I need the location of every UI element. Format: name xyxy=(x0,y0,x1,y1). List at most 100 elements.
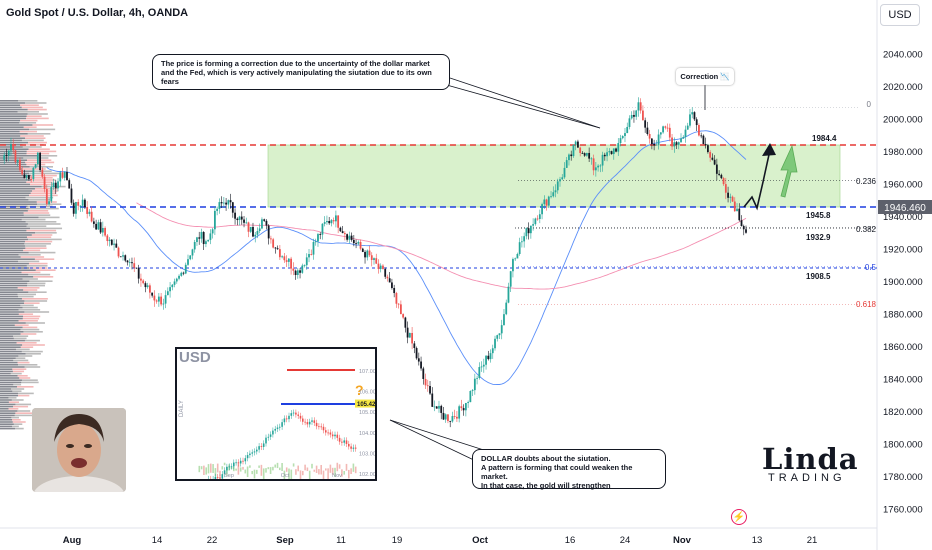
profile-bar-b xyxy=(28,291,47,293)
profile-bar-b xyxy=(21,350,43,353)
candle-body xyxy=(379,265,382,269)
candle-body xyxy=(698,125,700,136)
profile-bar-a xyxy=(0,194,30,197)
profile-bar-a xyxy=(0,159,28,161)
profile-bar-a xyxy=(0,331,24,333)
candle-body xyxy=(635,110,638,117)
inset-tick: 104.00 xyxy=(359,431,375,437)
profile-bar-b xyxy=(13,359,29,362)
inset-volume-bar xyxy=(285,467,288,472)
lightning-icon[interactable]: ⚡ xyxy=(731,509,747,525)
currency-button[interactable]: USD xyxy=(880,4,920,26)
candle-body xyxy=(104,227,106,236)
candle-body xyxy=(386,276,389,279)
profile-bar-a xyxy=(0,203,38,205)
profile-bar-a xyxy=(0,236,27,238)
inset-volume-bar xyxy=(299,470,302,479)
candle-body xyxy=(276,248,279,250)
price-tick: 1880.000 xyxy=(883,310,923,321)
candle-body xyxy=(453,416,456,417)
candle-body xyxy=(267,225,270,239)
candle-body xyxy=(722,178,725,185)
profile-bar-a xyxy=(0,262,29,265)
candle-body xyxy=(10,144,12,151)
candle-body xyxy=(25,175,28,179)
candle-body xyxy=(247,222,250,232)
candle-body xyxy=(460,406,463,409)
profile-bar-a xyxy=(0,375,18,377)
candle-body xyxy=(397,303,400,305)
profile-bar-b xyxy=(23,157,49,159)
inset-volume-bar xyxy=(292,463,295,467)
time-axis[interactable]: Aug 14 22 Sep 11 19 Oct 16 24 Nov 13 21 xyxy=(63,535,818,546)
inset-body xyxy=(313,420,316,423)
profile-bar-b xyxy=(30,192,56,194)
profile-bar-a xyxy=(0,240,25,243)
inset-volume-bar xyxy=(290,469,293,479)
candle-body xyxy=(57,181,59,189)
profile-bar-b xyxy=(25,196,54,199)
inset-body xyxy=(237,462,240,464)
profile-bar-b xyxy=(24,300,48,302)
profile-bar-b xyxy=(11,399,24,401)
candle-body xyxy=(175,278,178,282)
inset-volume-bar xyxy=(338,464,341,469)
candle-body xyxy=(626,126,629,134)
profile-bar-a xyxy=(0,425,13,428)
profile-bar-b xyxy=(14,414,33,417)
candle-body xyxy=(579,147,582,153)
candle-body xyxy=(52,182,55,188)
profile-bar-a xyxy=(0,427,16,430)
profile-bar-b xyxy=(24,311,50,313)
profile-bar-a xyxy=(0,291,29,293)
profile-bar-b xyxy=(22,344,45,346)
profile-bar-a xyxy=(0,419,13,421)
profile-bar-b xyxy=(15,412,33,414)
candle-body xyxy=(552,192,555,197)
candle-body xyxy=(310,254,313,255)
inset-volume-bar xyxy=(302,470,304,476)
candle-body xyxy=(54,182,57,189)
profile-bar-a xyxy=(0,326,23,329)
profile-bar-b xyxy=(27,108,47,111)
inset-volume-bar xyxy=(237,464,240,475)
profile-bar-a xyxy=(0,104,21,106)
candle-body xyxy=(733,201,736,212)
profile-bar-a xyxy=(0,168,23,170)
candle-body xyxy=(133,263,136,268)
candle-body xyxy=(574,141,577,145)
profile-bar-a xyxy=(0,188,35,190)
profile-bar-b xyxy=(17,287,40,289)
candle-body xyxy=(507,286,510,303)
candle-body xyxy=(301,265,304,273)
inset-volume-bar xyxy=(212,464,214,473)
profile-bar-b xyxy=(25,177,53,179)
price-axis[interactable]: 2040.000 2020.000 2000.000 1980.000 1960.000… xyxy=(883,50,923,516)
candle-body xyxy=(532,224,535,226)
inset-body xyxy=(283,418,286,423)
candle-body xyxy=(364,251,366,258)
inset-volume-bar xyxy=(256,469,258,474)
candle-body xyxy=(592,158,595,171)
candle-body xyxy=(599,165,602,167)
profile-bar-b xyxy=(22,326,38,329)
profile-bar-b xyxy=(32,124,54,126)
logo-line2: TRADING xyxy=(768,472,846,484)
profile-bar-a xyxy=(0,403,16,406)
candle-body xyxy=(375,258,378,264)
candle-body xyxy=(512,259,514,272)
candle-body xyxy=(243,219,245,223)
candle-body xyxy=(68,180,71,189)
profile-bar-a xyxy=(0,348,16,351)
fib-label-0618: 0.618 xyxy=(856,300,877,309)
candle-body xyxy=(234,212,236,219)
inset-volume-bar xyxy=(322,470,325,479)
profile-bar-b xyxy=(29,128,56,131)
profile-bar-b xyxy=(20,135,44,137)
profile-bar-b xyxy=(8,408,19,410)
profile-bar-a xyxy=(0,397,9,399)
profile-bar-a xyxy=(0,390,13,392)
candle-body xyxy=(720,174,723,179)
candle-body xyxy=(590,158,593,160)
